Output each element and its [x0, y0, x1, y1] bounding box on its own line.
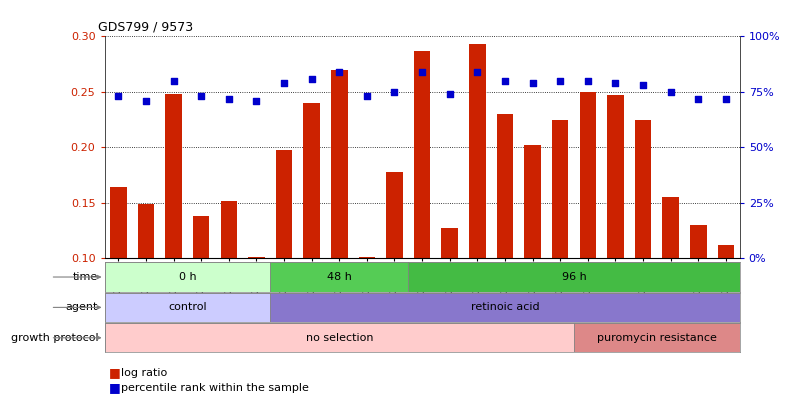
Point [415, 69, 428, 75]
Bar [270, 262, 408, 292]
Text: 96 h: 96 h [561, 272, 585, 282]
Point [636, 82, 649, 89]
Bar [634, 119, 650, 258]
Bar [358, 257, 375, 258]
Point [250, 98, 263, 104]
Point [471, 69, 483, 75]
Bar [303, 103, 320, 258]
Point [388, 89, 401, 95]
Point [498, 78, 511, 84]
Point [553, 78, 566, 84]
Text: 0 h: 0 h [178, 272, 196, 282]
Bar [104, 262, 270, 292]
Text: percentile rank within the sample: percentile rank within the sample [120, 383, 308, 392]
Point [525, 80, 538, 86]
Bar [165, 94, 181, 258]
Bar [662, 197, 678, 258]
Bar [496, 114, 512, 258]
Point [581, 78, 593, 84]
Bar [270, 293, 739, 322]
Text: time: time [73, 272, 98, 282]
Bar [110, 188, 126, 258]
Bar [104, 293, 270, 322]
Bar [248, 257, 264, 258]
Bar [104, 323, 573, 352]
Bar [689, 225, 706, 258]
Bar [524, 145, 540, 258]
Point [112, 93, 124, 100]
Bar [408, 262, 739, 292]
Bar [606, 95, 623, 258]
Point [360, 93, 373, 100]
Point [691, 95, 703, 102]
Bar [717, 245, 733, 258]
Text: ■: ■ [108, 366, 120, 379]
Point [140, 98, 153, 104]
Point [167, 78, 180, 84]
Bar [275, 149, 292, 258]
Bar [220, 201, 237, 258]
Bar [579, 92, 595, 258]
Point [332, 69, 345, 75]
Text: growth protocol: growth protocol [10, 333, 98, 343]
Bar [573, 323, 739, 352]
Bar [385, 172, 402, 258]
Point [719, 95, 732, 102]
Point [663, 89, 676, 95]
Bar [468, 44, 485, 258]
Text: retinoic acid: retinoic acid [470, 303, 539, 312]
Bar [414, 51, 430, 258]
Bar [331, 70, 347, 258]
Text: puromycin resistance: puromycin resistance [596, 333, 716, 343]
Point [222, 95, 235, 102]
Text: GDS799 / 9573: GDS799 / 9573 [98, 21, 193, 34]
Point [608, 80, 621, 86]
Point [277, 80, 290, 86]
Text: log ratio: log ratio [120, 368, 167, 377]
Point [305, 75, 318, 82]
Text: agent: agent [66, 303, 98, 312]
Bar [137, 204, 154, 258]
Text: no selection: no selection [305, 333, 373, 343]
Bar [551, 119, 568, 258]
Point [194, 93, 207, 100]
Bar [441, 228, 458, 258]
Text: ■: ■ [108, 381, 120, 394]
Bar [193, 216, 210, 258]
Point [442, 91, 455, 97]
Text: control: control [168, 303, 206, 312]
Text: 48 h: 48 h [326, 272, 351, 282]
